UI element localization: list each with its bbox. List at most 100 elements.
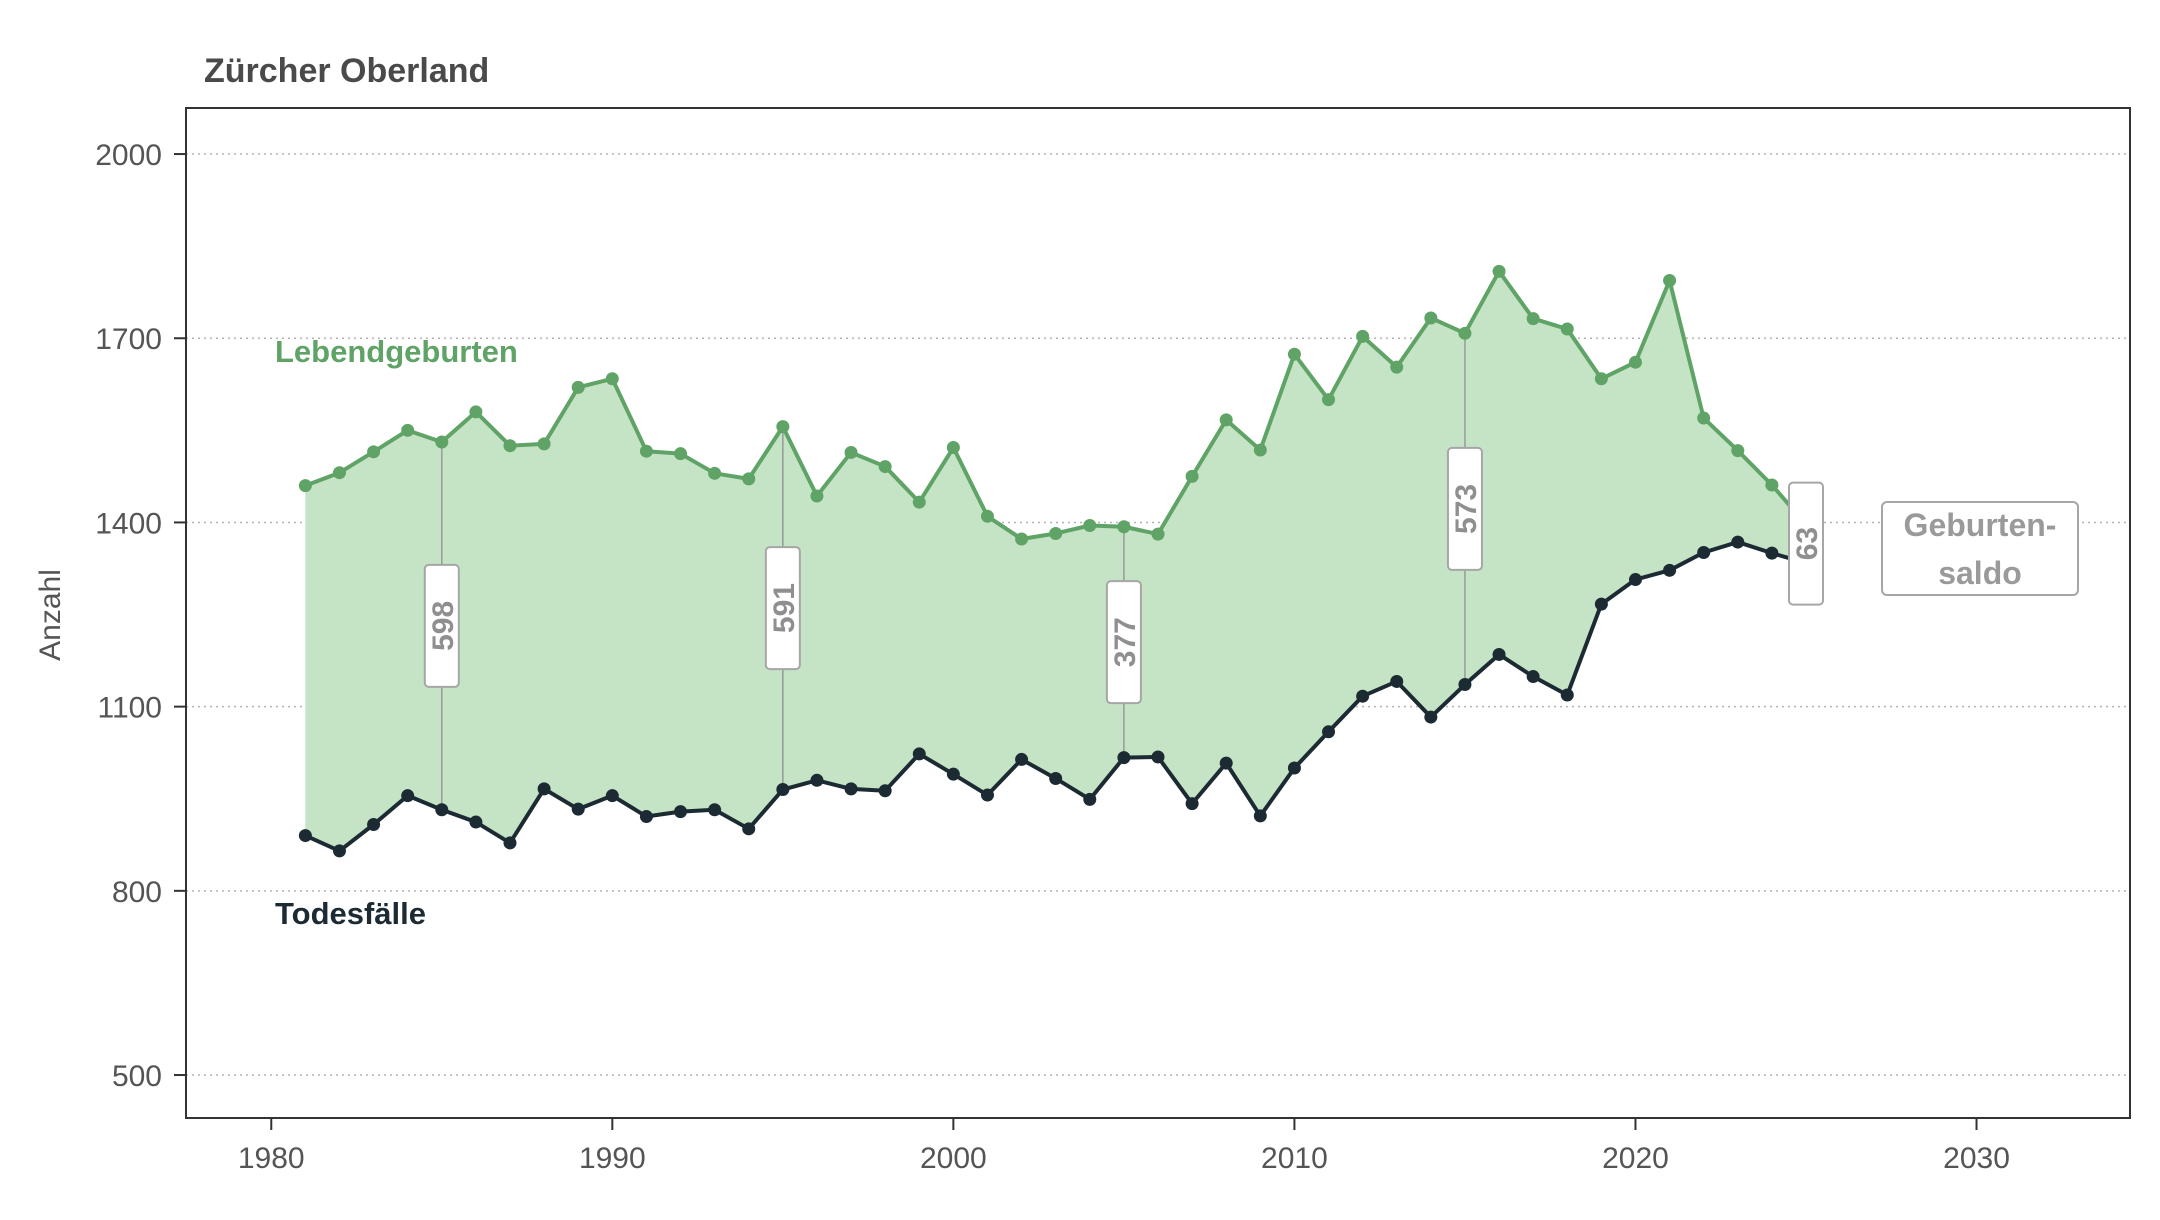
x-tick-label: 2020 (1602, 1142, 1669, 1175)
x-tick-label: 2030 (1943, 1142, 2010, 1175)
legend-box-frame (1881, 501, 2079, 596)
births-point (844, 445, 858, 459)
deaths-point (469, 815, 483, 829)
birth-surplus-area (305, 271, 1806, 851)
deaths-point (503, 836, 517, 850)
deaths-point (1628, 573, 1642, 587)
saldo-label-box (764, 546, 801, 671)
deaths-point (878, 784, 892, 798)
births-point (1697, 411, 1711, 425)
births-point (1663, 274, 1677, 288)
deaths-point (844, 782, 858, 796)
births-point (1322, 393, 1336, 407)
fill-layer (305, 271, 1806, 851)
births-point (1253, 443, 1267, 457)
births-point (1492, 264, 1506, 278)
x-tick-label: 2010 (1261, 1142, 1328, 1175)
births-point (1185, 469, 1199, 483)
births-point (1356, 329, 1370, 343)
births-point (435, 435, 449, 449)
y-tick-label: 2000 (95, 139, 162, 172)
births-point (1287, 347, 1301, 361)
saldo-label: 63 (1788, 481, 1824, 606)
deaths-point (605, 789, 619, 803)
deaths-point (1117, 751, 1131, 765)
deaths-point (1560, 688, 1574, 702)
births-point (1219, 413, 1233, 427)
deaths-point (537, 782, 551, 796)
deaths-point (708, 803, 722, 817)
y-tick-label: 1400 (95, 507, 162, 540)
deaths-point (742, 822, 756, 836)
x-tick-label: 2000 (920, 1142, 987, 1175)
saldo-label-text: 63 (1791, 527, 1824, 560)
y-tick-label: 1100 (97, 692, 162, 725)
saldo-label-box (423, 563, 460, 688)
births-point (1458, 326, 1472, 340)
births-point (980, 509, 994, 523)
legend-box-line2: saldo (1938, 555, 2022, 591)
deaths-point (639, 810, 653, 824)
series-label-births: Lebendgeburten (275, 334, 518, 369)
saldo-label-box (1446, 446, 1483, 571)
deaths-point (435, 803, 449, 817)
x-tick-label: 1990 (579, 1142, 646, 1175)
deaths-point (1219, 756, 1233, 770)
deaths-point (1663, 563, 1677, 577)
births-point (571, 380, 585, 394)
deaths-point (1424, 710, 1438, 724)
y-tick-label: 1700 (95, 323, 162, 356)
deaths-point (571, 802, 585, 816)
deaths-point (298, 829, 312, 843)
births-point (605, 372, 619, 386)
births-point (1049, 526, 1063, 540)
births-point (1151, 527, 1165, 541)
births-point (537, 437, 551, 451)
deaths-point (1594, 597, 1608, 611)
deaths-point (1049, 771, 1063, 785)
deaths-point (980, 788, 994, 802)
births-point (332, 466, 346, 480)
deaths-point (1083, 792, 1097, 806)
label-layer: 598 591 377 573 63 Lebendgeburten Todesfälle (275, 334, 1824, 931)
births-point (1594, 372, 1608, 386)
births-point (1765, 478, 1779, 492)
deaths-point (1697, 546, 1711, 560)
births-point (776, 420, 790, 434)
births-point (878, 460, 892, 474)
y-tick-label: 500 (112, 1060, 162, 1093)
deaths-point (1526, 670, 1540, 684)
births-point (298, 479, 312, 493)
births-point (1083, 519, 1097, 533)
series-label-deaths: Todesfälle (275, 896, 426, 931)
births-point (708, 466, 722, 480)
saldo-label-text: 598 (427, 601, 460, 651)
deaths-point (1185, 797, 1199, 811)
births-point (1526, 312, 1540, 326)
saldo-label: 598 (423, 563, 460, 688)
legend-box: Geburten- saldo (1881, 501, 2079, 596)
births-point (1560, 322, 1574, 336)
saldo-label: 573 (1446, 446, 1483, 571)
y-tick-label: 800 (112, 876, 162, 909)
births-point (1628, 355, 1642, 369)
deaths-point (1015, 752, 1029, 766)
births-point (946, 441, 960, 455)
deaths-point (401, 789, 415, 803)
deaths-point (674, 805, 688, 819)
births-point (1015, 532, 1029, 546)
births-point (674, 447, 688, 461)
births-point (1117, 520, 1131, 534)
deaths-point (1458, 678, 1472, 692)
births-point (1390, 360, 1404, 374)
deaths-point (912, 747, 926, 761)
births-point (1731, 444, 1745, 458)
saldo-label-text: 591 (768, 583, 801, 633)
deaths-point (367, 818, 381, 832)
deaths-point (1287, 761, 1301, 775)
saldo-label: 377 (1105, 580, 1142, 705)
deaths-point (1731, 535, 1745, 549)
plot-frame (185, 107, 2131, 1119)
